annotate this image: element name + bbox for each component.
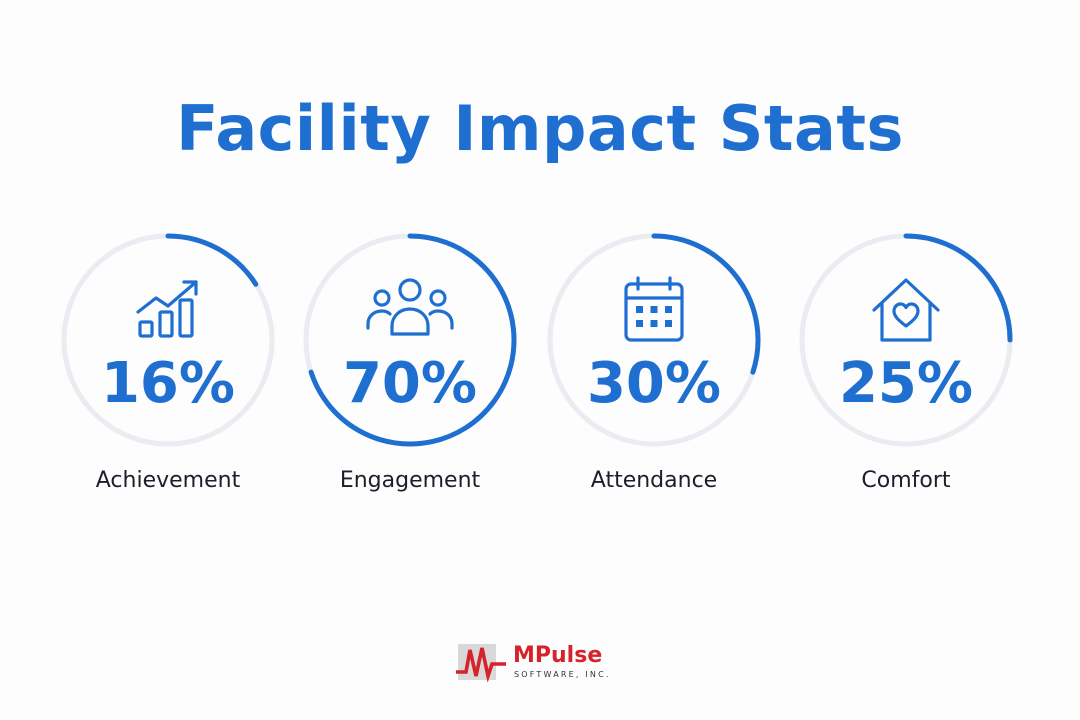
stat-label: Engagement — [339, 468, 481, 493]
stat-value: 25% — [838, 351, 974, 416]
bar-chart-trend-icon — [118, 276, 218, 348]
progress-ring — [799, 233, 1013, 447]
progress-ring — [547, 233, 761, 447]
people-group-icon — [360, 276, 460, 348]
stat-engagement: 70% Engagement — [300, 230, 520, 510]
stat-value: 30% — [586, 351, 722, 416]
mpulse-logo-mark-icon — [456, 644, 506, 682]
ring-progress-arc — [651, 233, 761, 375]
mpulse-logo: MPulse SOFTWARE, INC. — [456, 640, 626, 688]
stat-attendance: 30% Attendance — [544, 230, 764, 510]
stat-comfort: 25% Comfort — [796, 230, 1016, 510]
calendar-icon — [604, 276, 704, 348]
progress-ring — [61, 233, 275, 447]
house-heart-icon — [856, 276, 956, 348]
stat-label: Attendance — [590, 468, 718, 493]
stat-achievement: 16% Achievement — [58, 230, 278, 510]
progress-ring — [303, 233, 517, 447]
ring-progress-arc — [903, 233, 1013, 343]
stat-label: Comfort — [861, 468, 951, 493]
stat-value: 70% — [342, 351, 478, 416]
stat-value: 16% — [100, 351, 236, 416]
stat-label: Achievement — [95, 468, 241, 493]
page-title: Facility Impact Stats — [176, 92, 904, 165]
logo-name: MPulse — [513, 643, 603, 668]
ring-progress-arc — [165, 233, 259, 287]
logo-subtitle: SOFTWARE, INC. — [514, 670, 611, 679]
ring-progress-arc — [308, 233, 517, 447]
